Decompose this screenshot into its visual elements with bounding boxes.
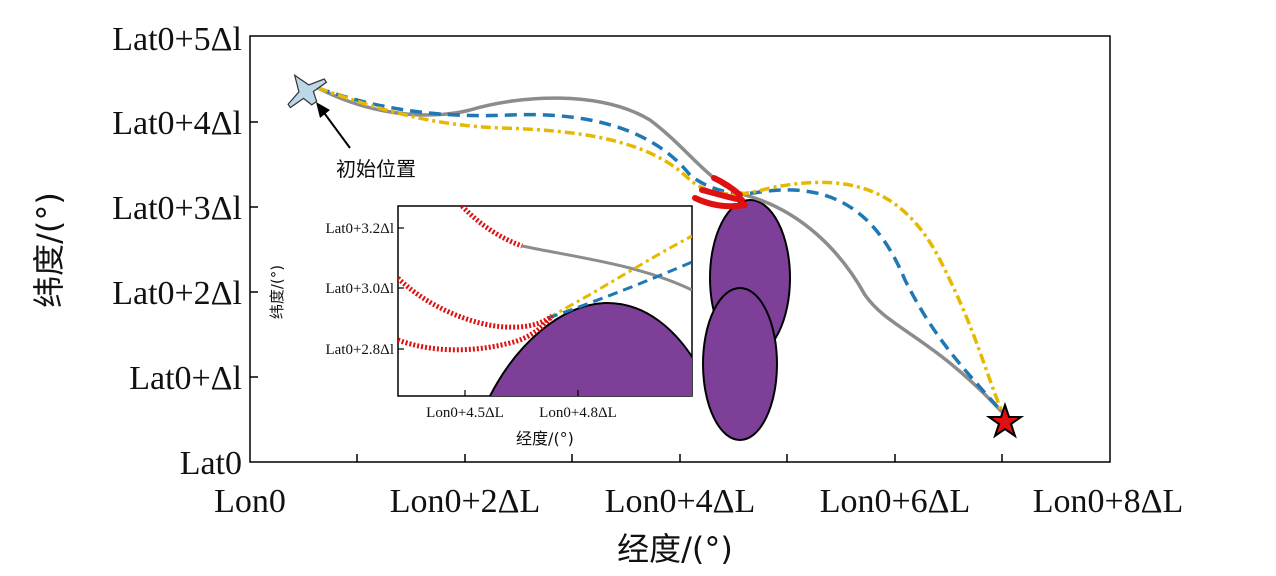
y-tick-label: Lat0+3Δl [112, 190, 242, 227]
y-tick-label: Lat0 [180, 445, 242, 482]
inset-x-axis-title: 经度/(°) [516, 429, 574, 448]
aircraft-icon [287, 73, 328, 109]
annotation-arrowhead [316, 102, 330, 118]
inset-y-tick-label: Lat0+3.0Δl [325, 281, 394, 297]
goal-star [985, 401, 1025, 439]
x-tick-marks [356, 454, 1003, 462]
y-tick-label: Lat0+2Δl [112, 275, 242, 312]
inset-tick-marks [398, 227, 579, 396]
inset-trajectory-yellow [547, 234, 692, 320]
inset-trajectory-gray [521, 244, 692, 292]
x-axis-title: 经度/(°) [617, 530, 733, 568]
red-segments [692, 175, 748, 210]
trajectory-blue [317, 86, 1004, 414]
x-tick-label: Lon0+4ΔL [605, 483, 756, 520]
inset-x-tick-label: Lon0+4.5ΔL [426, 405, 504, 421]
inset-y-tick-label: Lat0+2.8Δl [325, 342, 394, 358]
y-tick-marks [250, 121, 258, 378]
inset-y-axis-title: 纬度/(°) [268, 265, 286, 319]
trajectory-yellow [317, 86, 1004, 413]
x-tick-label: Lon0+6ΔL [820, 483, 971, 520]
inset-plot: Lon0+4.5ΔL Lon0+4.8ΔL Lat0+3.2Δl Lat0+3.… [268, 205, 693, 448]
x-tick-label: Lon0+2ΔL [390, 483, 541, 520]
y-tick-label: Lat0+4Δl [112, 105, 242, 142]
x-tick-label: Lon0 [214, 483, 286, 520]
inset-trajectory-blue [547, 260, 692, 320]
inset-red-segments [398, 206, 554, 353]
inset-x-tick-label: Lon0+4.8ΔL [539, 405, 617, 421]
y-axis-title: 纬度/(°) [30, 192, 68, 308]
y-tick-label: Lat0+5Δl [112, 21, 242, 58]
y-tick-label: Lat0+Δl [129, 360, 242, 397]
start-annotation: 初始位置 [336, 157, 416, 181]
trajectory-gray [317, 86, 1004, 414]
annotation-arrow [321, 109, 351, 149]
x-tick-label: Lon0+8ΔL [1033, 483, 1184, 520]
inset-obstacle [488, 301, 692, 396]
inset-y-tick-label: Lat0+3.2Δl [325, 221, 394, 237]
obstacle-ellipse [702, 287, 778, 441]
